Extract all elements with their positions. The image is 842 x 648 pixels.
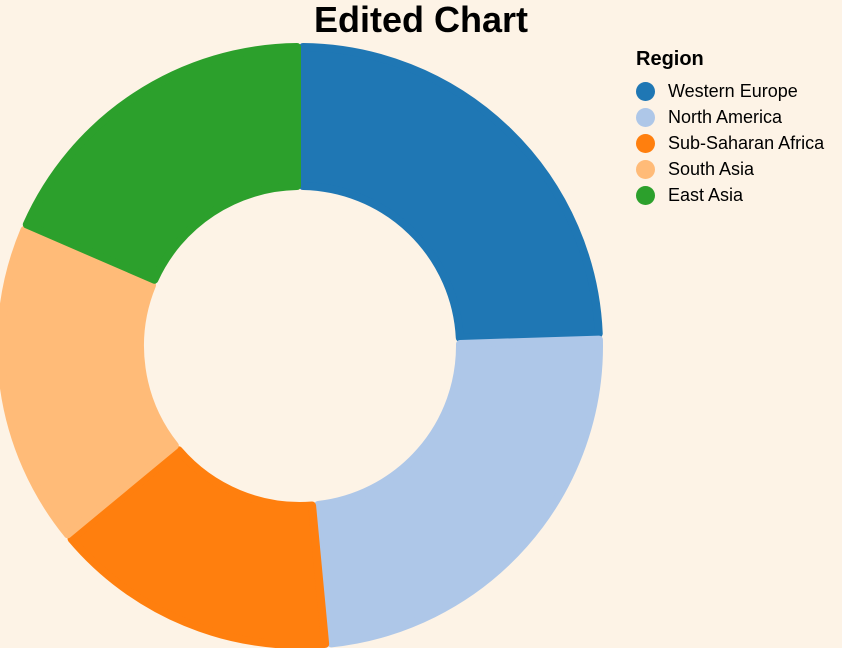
slice-north-america [314,335,603,648]
legend-swatch [636,185,655,205]
legend-item-western-europe: Western Europe [636,78,824,104]
legend-label: East Asia [668,184,744,205]
legend-item-east-asia: East Asia [636,182,824,208]
legend-label: North America [668,106,783,127]
legend-label: Western Europe [668,80,798,101]
legend-label: Sub-Saharan Africa [668,132,825,153]
legend-swatch [636,107,655,127]
slice-sub-saharan-africa [67,446,330,648]
legend-item-north-america: North America [636,104,824,130]
chart-title: Edited Chart [313,0,528,40]
legend-item-sub-saharan-africa: Sub-Saharan Africa [636,130,824,156]
slice-south-asia [0,226,179,539]
legend-title: Region [636,48,704,70]
legend-items: Western Europe North America Sub-Saharan A… [636,78,824,208]
legend-label: South Asia [668,158,755,179]
legend-swatch [636,133,655,153]
slice-east-asia [22,43,301,284]
legend: Region Western Europe North America Sub-Sa… [636,48,824,208]
legend-item-south-asia: South Asia [636,156,824,182]
slice-western-europe [299,43,603,342]
legend-swatch [636,81,655,101]
legend-swatch [636,159,655,179]
